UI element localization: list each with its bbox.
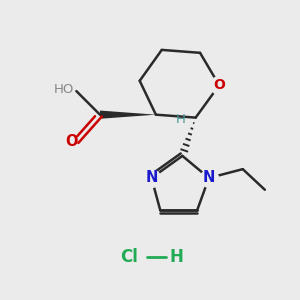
Text: O: O (213, 78, 225, 92)
Polygon shape (100, 110, 156, 119)
Text: HO: HO (54, 83, 74, 96)
Text: N: N (203, 170, 215, 185)
Text: H: H (176, 113, 185, 127)
Text: H: H (169, 248, 183, 266)
Text: Cl: Cl (121, 248, 138, 266)
Text: O: O (65, 134, 77, 149)
Text: N: N (145, 170, 158, 185)
